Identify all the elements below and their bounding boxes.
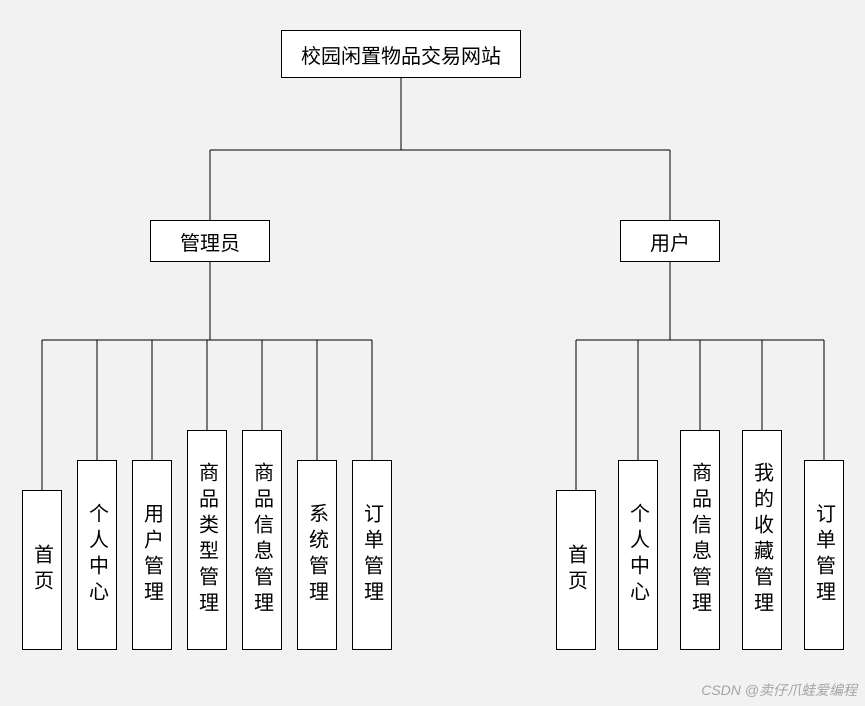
watermark: CSDN @卖仔爪蛙爱编程 [701,680,857,700]
leaf-admin-usermgmt: 用户管理 [132,460,172,650]
leaf-admin-producttype: 商品类型管理 [187,430,227,650]
leaf-user-order: 订单管理 [804,460,844,650]
leaf-admin-home: 首页 [22,490,62,650]
leaf-admin-productinfo: 商品信息管理 [242,430,282,650]
leaf-user-productinfo: 商品信息管理 [680,430,720,650]
leaf-user-profile: 个人中心 [618,460,658,650]
branch-user: 用户 [620,220,720,262]
leaf-admin-order: 订单管理 [352,460,392,650]
leaf-user-home: 首页 [556,490,596,650]
leaf-admin-profile: 个人中心 [77,460,117,650]
root-node: 校园闲置物品交易网站 [281,30,521,78]
connector-lines [0,0,865,706]
leaf-admin-system: 系统管理 [297,460,337,650]
branch-admin: 管理员 [150,220,270,262]
leaf-user-favorites: 我的收藏管理 [742,430,782,650]
